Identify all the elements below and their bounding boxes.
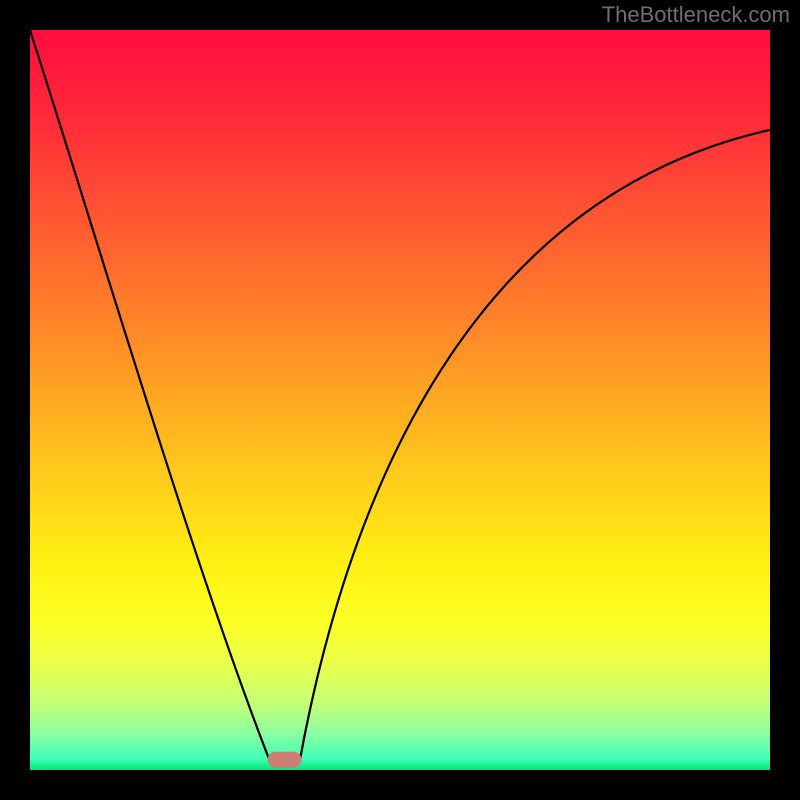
plot-background xyxy=(30,30,770,770)
optimal-point-marker xyxy=(268,752,302,768)
watermark-text: TheBottleneck.com xyxy=(602,2,790,28)
chart-container: TheBottleneck.com xyxy=(0,0,800,800)
bottleneck-chart xyxy=(0,0,800,800)
